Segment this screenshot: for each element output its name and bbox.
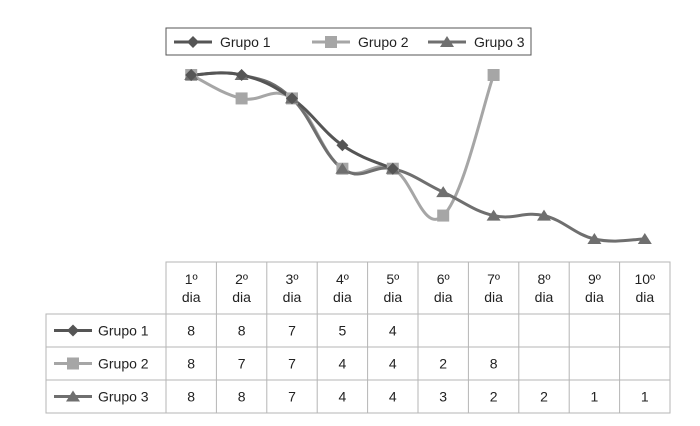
cell-grupo-3-5: 4 <box>389 389 397 405</box>
point-grupo-3-7 <box>486 209 501 221</box>
point-grupo-1-2 <box>235 69 248 81</box>
cell-grupo-3-6: 3 <box>439 389 447 405</box>
point-grupo-3-10 <box>637 233 652 244</box>
series-line-grupo-3 <box>191 71 645 243</box>
point-grupo-1-3 <box>286 92 298 105</box>
row-label-grupo-3: Grupo 3 <box>98 389 149 405</box>
legend: Grupo 1 Grupo 2 Grupo 3 <box>165 27 532 56</box>
category-label-10: 10º dia <box>634 271 655 305</box>
cell-grupo-3-3: 7 <box>288 389 296 405</box>
legend-marker-grupo-3 <box>440 36 454 47</box>
cell-grupo-3-9: 1 <box>591 389 599 405</box>
cell-grupo-3-10: 1 <box>641 389 649 405</box>
point-grupo-3-6 <box>436 186 451 198</box>
category-label-5: 5º dia <box>383 271 402 305</box>
row-label-grupo-2: Grupo 2 <box>98 356 149 372</box>
row-label-grupo-1: Grupo 1 <box>98 323 149 339</box>
cell-grupo-1-1: 8 <box>187 323 195 339</box>
cell-grupo-2-1: 8 <box>187 356 195 372</box>
point-grupo-1-5 <box>386 162 399 175</box>
category-label-4: 4º dia <box>333 271 352 305</box>
point-grupo-1-4 <box>336 139 349 152</box>
row-legend-marker-grupo-3 <box>66 390 80 402</box>
category-label-1: 1º dia <box>182 271 201 305</box>
legend-label-grupo-1: Grupo 1 <box>220 34 271 50</box>
point-grupo-2-2 <box>235 92 248 105</box>
point-grupo-2-7 <box>487 69 500 81</box>
legend-marker-grupo-1 <box>187 36 199 48</box>
cell-grupo-3-8: 2 <box>540 389 548 405</box>
row-legend-marker-grupo-1 <box>67 324 79 337</box>
series-line-grupo-1 <box>191 71 394 171</box>
category-label-9: 9º dia <box>585 271 604 305</box>
category-label-8: 8º dia <box>535 271 554 305</box>
row-legend-marker-grupo-2 <box>67 357 79 370</box>
cell-grupo-2-2: 7 <box>238 356 246 372</box>
legend-marker-grupo-2 <box>325 36 337 48</box>
cell-grupo-2-4: 4 <box>339 356 347 372</box>
legend-label-grupo-3: Grupo 3 <box>474 34 525 50</box>
legend-label-grupo-2: Grupo 2 <box>358 34 409 50</box>
cell-grupo-2-5: 4 <box>389 356 397 372</box>
cell-grupo-2-3: 7 <box>288 356 296 372</box>
point-grupo-3-4 <box>335 162 350 174</box>
cell-grupo-2-6: 2 <box>439 356 447 372</box>
cell-grupo-1-3: 7 <box>288 323 296 339</box>
point-grupo-3-8 <box>537 209 551 221</box>
category-label-7: 7º dia <box>484 271 503 305</box>
category-label-6: 6º dia <box>434 271 453 305</box>
cell-grupo-1-5: 4 <box>389 323 397 339</box>
cell-grupo-2-7: 8 <box>490 356 498 372</box>
cell-grupo-1-4: 5 <box>339 323 347 339</box>
point-grupo-2-6 <box>437 209 450 222</box>
category-label-2: 2º dia <box>232 271 251 305</box>
point-grupo-3-9 <box>587 233 602 244</box>
category-label-3: 3º dia <box>283 271 302 305</box>
cell-grupo-3-2: 8 <box>238 389 246 405</box>
data-table: 1º dia 2º dia 3º dia 4º dia 5º dia 6º dia 7º dia 8º dia… <box>45 261 671 414</box>
cell-grupo-1-2: 8 <box>238 323 246 339</box>
cell-grupo-3-4: 4 <box>339 389 347 405</box>
cell-grupo-3-1: 8 <box>187 389 195 405</box>
cell-grupo-3-7: 2 <box>490 389 498 405</box>
point-grupo-1-1 <box>185 69 198 81</box>
